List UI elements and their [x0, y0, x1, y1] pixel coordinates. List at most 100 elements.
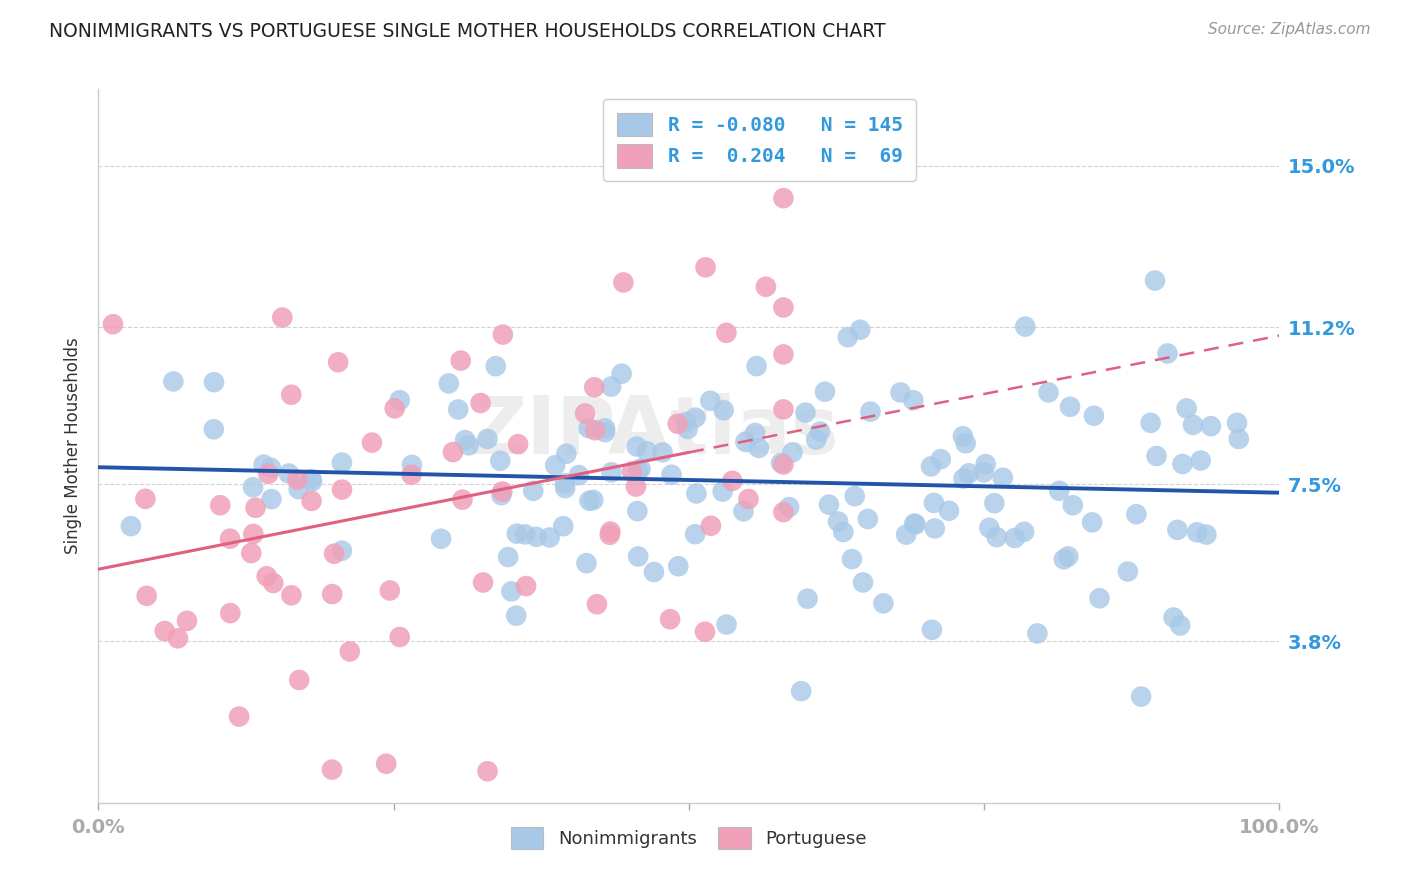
Point — [782, 445, 804, 459]
Point — [778, 500, 800, 514]
Point — [699, 393, 721, 408]
Point — [979, 521, 1001, 535]
Point — [624, 479, 647, 493]
Point — [538, 531, 561, 545]
Point — [593, 425, 616, 440]
Point — [790, 684, 813, 698]
Point — [447, 402, 470, 417]
Point — [378, 583, 401, 598]
Point — [219, 606, 242, 620]
Point — [301, 475, 323, 489]
Point — [574, 407, 596, 421]
Point — [513, 527, 536, 541]
Point — [583, 423, 606, 437]
Point — [301, 494, 323, 508]
Point — [983, 496, 1005, 510]
Point — [1195, 527, 1218, 541]
Point — [506, 526, 529, 541]
Point — [167, 632, 190, 646]
Point — [1004, 531, 1026, 545]
Point — [621, 465, 644, 479]
Point — [430, 532, 453, 546]
Point — [1227, 432, 1250, 446]
Point — [388, 630, 411, 644]
Point — [202, 422, 225, 436]
Point — [202, 375, 225, 389]
Point — [1047, 483, 1070, 498]
Point — [1163, 610, 1185, 624]
Point — [101, 317, 124, 331]
Point — [524, 530, 547, 544]
Point — [695, 260, 717, 275]
Point — [287, 473, 309, 487]
Point — [593, 421, 616, 435]
Point — [384, 401, 406, 416]
Point — [1168, 618, 1191, 632]
Point — [974, 457, 997, 471]
Point — [491, 488, 513, 502]
Point — [772, 301, 794, 315]
Point — [1185, 525, 1208, 540]
Point — [330, 483, 353, 497]
Point — [770, 456, 793, 470]
Point — [734, 434, 756, 449]
Point — [321, 587, 343, 601]
Point — [721, 474, 744, 488]
Point — [713, 403, 735, 417]
Point — [804, 433, 827, 447]
Point — [470, 396, 492, 410]
Point — [1083, 409, 1105, 423]
Point — [1181, 417, 1204, 432]
Text: Source: ZipAtlas.com: Source: ZipAtlas.com — [1208, 22, 1371, 37]
Point — [330, 543, 353, 558]
Point — [401, 467, 423, 482]
Point — [441, 445, 464, 459]
Point — [744, 425, 766, 440]
Point — [162, 375, 184, 389]
Point — [1199, 419, 1222, 434]
Point — [401, 458, 423, 472]
Point — [321, 763, 343, 777]
Point — [1081, 516, 1104, 530]
Point — [755, 279, 778, 293]
Point — [260, 460, 283, 475]
Point — [361, 435, 384, 450]
Point — [288, 673, 311, 687]
Point — [457, 438, 479, 452]
Point — [737, 491, 759, 506]
Point — [1059, 400, 1081, 414]
Point — [553, 519, 575, 533]
Point — [489, 454, 512, 468]
Point — [986, 530, 1008, 544]
Point — [1012, 524, 1035, 539]
Point — [903, 516, 925, 531]
Point — [748, 441, 770, 455]
Point — [920, 459, 942, 474]
Point — [856, 512, 879, 526]
Point — [262, 576, 284, 591]
Point — [676, 422, 699, 436]
Point — [651, 445, 673, 459]
Point — [472, 575, 495, 590]
Point — [796, 591, 818, 606]
Point — [323, 547, 346, 561]
Point — [240, 546, 263, 560]
Point — [693, 137, 716, 152]
Point — [973, 466, 995, 480]
Point — [256, 569, 278, 583]
Point — [716, 326, 738, 340]
Point — [852, 575, 875, 590]
Point — [496, 550, 519, 565]
Point — [733, 504, 755, 518]
Point — [636, 444, 658, 458]
Point — [685, 410, 707, 425]
Point — [544, 458, 567, 473]
Point — [339, 644, 361, 658]
Point — [245, 500, 267, 515]
Point — [1116, 565, 1139, 579]
Point — [242, 527, 264, 541]
Point — [643, 565, 665, 579]
Point — [1088, 591, 1111, 606]
Point — [1139, 416, 1161, 430]
Point — [1175, 401, 1198, 416]
